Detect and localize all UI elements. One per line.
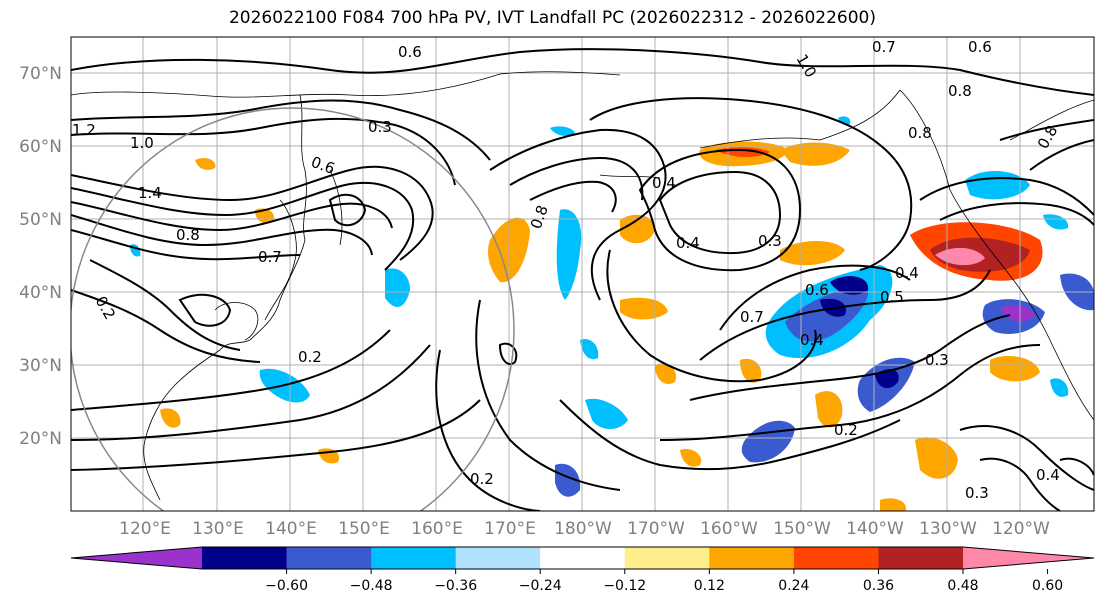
lon-label: 160°E	[411, 519, 463, 539]
contour-label: 0.4	[652, 174, 676, 192]
colorbar-swatch	[793, 547, 879, 569]
lat-label: 50°N	[19, 210, 62, 230]
contour-label: 0.8	[948, 82, 972, 100]
map-panel: 0.6 0.7 0.6 1.0 0.8 1.2 1.0 0.3 0.6 1.4 …	[71, 37, 1094, 511]
colorbar-swatch	[624, 547, 710, 569]
contour-label: 0.8	[908, 124, 932, 142]
colorbar-swatch	[709, 547, 795, 569]
contour-label: 1.2	[72, 121, 96, 139]
colorbar-swatch	[455, 547, 541, 569]
contour-label: 0.4	[800, 331, 824, 349]
contour-label: 0.7	[258, 248, 282, 266]
radius-circle	[71, 107, 515, 511]
colorbar-swatch	[371, 547, 457, 569]
colorbar-tick-label: 0.12	[694, 578, 725, 594]
lon-label: 130°W	[919, 519, 977, 539]
lat-label: 20°N	[19, 429, 62, 449]
contour-label: 0.5	[880, 288, 904, 306]
map-frame	[70, 36, 1095, 512]
contour-label: 0.3	[368, 118, 392, 136]
colorbar-tick-label: −0.12	[603, 578, 646, 594]
colorbar-tick-label: 0.48	[947, 578, 978, 594]
colorbar-tick-label: 0.24	[778, 578, 809, 594]
contour-labels: 0.6 0.7 0.6 1.0 0.8 1.2 1.0 0.3 0.6 1.4 …	[72, 38, 1061, 502]
gridlines	[71, 37, 1094, 511]
lat-label: 40°N	[19, 283, 62, 303]
contour-label: 1.0	[130, 134, 154, 152]
coastlines	[71, 71, 1094, 501]
contour-label: 1.4	[138, 184, 162, 202]
lon-label: 120°E	[119, 519, 171, 539]
contour-label: 0.4	[1036, 466, 1060, 484]
contour-label: 0.7	[740, 308, 764, 326]
colorbar-swatch	[202, 547, 288, 569]
colorbar-swatch	[878, 547, 964, 569]
longitude-labels: 120°E 130°E 140°E 150°E 160°E 170°E 180°…	[119, 519, 1050, 539]
contour-label: 0.6	[805, 281, 829, 299]
contour-label: 0.3	[965, 484, 989, 502]
contour-label: 0.2	[834, 421, 858, 439]
lon-label: 170°E	[484, 519, 536, 539]
colorbar-outline	[70, 546, 1095, 570]
lon-label: 150°W	[773, 519, 831, 539]
latitude-labels: 70°N 60°N 50°N 40°N 30°N 20°N	[19, 64, 62, 449]
lon-label: 130°E	[192, 519, 244, 539]
contour-label: 0.7	[872, 38, 896, 56]
colorbar-swatch	[540, 547, 626, 569]
lon-label: 160°W	[700, 519, 758, 539]
contour-label: 0.3	[758, 232, 782, 250]
colorbar-tick-label: −0.60	[265, 578, 308, 594]
colorbar-tick-label: 0.60	[1032, 578, 1063, 594]
pv-contours	[71, 48, 1094, 511]
colorbar-swatch	[286, 547, 372, 569]
contour-label: 0.8	[176, 226, 200, 244]
lon-label: 170°W	[627, 519, 685, 539]
colorbar-tick-label: 0.36	[863, 578, 894, 594]
colorbar-tick-label: −0.36	[434, 578, 477, 594]
colorbar-extend-low	[71, 547, 202, 569]
lon-label: 140°E	[265, 519, 317, 539]
lon-label: 140°W	[846, 519, 904, 539]
contour-label: 0.2	[470, 470, 494, 488]
colorbar-tick-label: −0.24	[519, 578, 562, 594]
lat-label: 70°N	[19, 64, 62, 84]
shaded-anomalies	[130, 116, 1094, 511]
lon-label: 180°W	[554, 519, 612, 539]
contour-label: 0.4	[676, 234, 700, 252]
contour-label: 0.3	[925, 351, 949, 369]
contour-label: 0.4	[895, 264, 919, 282]
lat-label: 60°N	[19, 137, 62, 157]
contour-label: 0.2	[298, 348, 322, 366]
map-title: 2026022100 F084 700 hPa PV, IVT Landfall…	[228, 8, 876, 28]
lon-label: 150°E	[338, 519, 390, 539]
lon-label: 120°W	[992, 519, 1050, 539]
contour-label: 0.6	[968, 38, 992, 56]
contour-label: 0.6	[398, 43, 422, 61]
colorbar-extend-high	[963, 547, 1094, 569]
colorbar-tick-label: −0.48	[350, 578, 393, 594]
colorbar: −0.60 −0.48 −0.36 −0.24 −0.12 0.12 0.24 0.36 0.4…	[70, 546, 1095, 594]
lat-label: 30°N	[19, 356, 62, 376]
